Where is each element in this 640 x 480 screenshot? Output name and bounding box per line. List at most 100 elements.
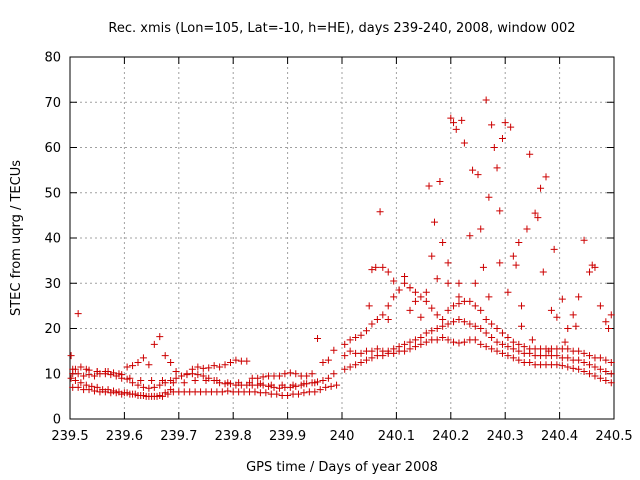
data-point bbox=[504, 352, 512, 360]
data-point bbox=[341, 340, 349, 348]
data-point bbox=[477, 306, 485, 314]
data-point bbox=[123, 389, 131, 397]
axis-ticks: 239.5 239.6 239.7 239.8 239.9 240 240.1 240.2 24… bbox=[44, 51, 632, 445]
data-point bbox=[479, 263, 487, 271]
data-point bbox=[275, 372, 283, 380]
data-point bbox=[191, 377, 199, 385]
data-point bbox=[284, 391, 292, 399]
data-point bbox=[452, 125, 460, 133]
data-point bbox=[150, 383, 158, 391]
data-point bbox=[504, 343, 512, 351]
y-axis-label: STEC from uqrg / TECUs bbox=[9, 160, 24, 316]
data-point bbox=[145, 361, 153, 369]
data-point bbox=[324, 374, 332, 382]
data-point bbox=[205, 364, 213, 372]
data-point bbox=[422, 288, 430, 296]
data-point bbox=[575, 365, 583, 373]
data-point bbox=[183, 371, 191, 379]
data-point bbox=[278, 381, 286, 389]
data-point bbox=[493, 347, 501, 355]
data-point bbox=[550, 245, 558, 253]
data-point bbox=[564, 363, 572, 371]
data-point bbox=[471, 302, 479, 310]
data-point bbox=[379, 311, 387, 319]
data-point bbox=[235, 379, 243, 387]
y-tick-label: 50 bbox=[44, 186, 61, 201]
data-point bbox=[373, 345, 381, 353]
data-point bbox=[273, 390, 281, 398]
data-point bbox=[139, 354, 147, 362]
data-point bbox=[471, 279, 479, 287]
data-point bbox=[167, 386, 175, 394]
data-point bbox=[460, 318, 468, 326]
data-point bbox=[411, 297, 419, 305]
data-point bbox=[134, 381, 142, 389]
data-point bbox=[553, 361, 561, 369]
data-point bbox=[224, 387, 232, 395]
data-point bbox=[496, 259, 504, 267]
data-point bbox=[602, 377, 610, 385]
data-point bbox=[485, 293, 493, 301]
x-tick-label: 240.3 bbox=[487, 429, 524, 444]
data-point bbox=[482, 343, 490, 351]
data-point bbox=[327, 382, 335, 390]
data-point bbox=[498, 134, 506, 142]
data-point bbox=[417, 313, 425, 321]
data-point bbox=[596, 302, 604, 310]
data-point bbox=[390, 345, 398, 353]
data-point bbox=[224, 379, 232, 387]
data-point bbox=[300, 389, 308, 397]
data-point bbox=[433, 311, 441, 319]
data-point bbox=[433, 336, 441, 344]
data-point bbox=[515, 340, 523, 348]
x-tick-label: 240.5 bbox=[595, 429, 632, 444]
data-point bbox=[158, 377, 166, 385]
data-point bbox=[488, 334, 496, 342]
data-point bbox=[314, 334, 322, 342]
data-point bbox=[553, 352, 561, 360]
data-point bbox=[515, 356, 523, 364]
data-point bbox=[575, 347, 583, 355]
data-point bbox=[460, 139, 468, 147]
data-point bbox=[564, 345, 572, 353]
data-point bbox=[436, 177, 444, 185]
data-point bbox=[455, 279, 463, 287]
y-tick-label: 40 bbox=[44, 232, 61, 247]
data-point bbox=[308, 370, 316, 378]
data-point bbox=[586, 370, 594, 378]
data-point bbox=[542, 173, 550, 181]
data-point bbox=[607, 358, 615, 366]
data-point bbox=[384, 315, 392, 323]
data-point bbox=[498, 329, 506, 337]
data-point bbox=[466, 297, 474, 305]
data-point bbox=[115, 370, 123, 378]
data-point bbox=[580, 367, 588, 375]
data-point bbox=[602, 318, 610, 326]
data-point bbox=[455, 315, 463, 323]
data-point bbox=[156, 381, 164, 389]
data-point bbox=[417, 340, 425, 348]
data-point bbox=[547, 306, 555, 314]
data-point bbox=[90, 372, 98, 380]
data-point bbox=[450, 302, 458, 310]
data-point bbox=[256, 380, 264, 388]
data-point bbox=[156, 333, 164, 341]
data-point bbox=[596, 365, 604, 373]
data-point bbox=[71, 365, 79, 373]
x-tick-label: 239.5 bbox=[51, 429, 88, 444]
data-point bbox=[178, 372, 186, 380]
data-point bbox=[384, 302, 392, 310]
data-point bbox=[129, 390, 137, 398]
x-tick-label: 240 bbox=[330, 429, 355, 444]
data-point bbox=[450, 338, 458, 346]
data-point bbox=[390, 293, 398, 301]
data-point bbox=[254, 374, 262, 382]
data-point bbox=[602, 367, 610, 375]
data-point bbox=[518, 302, 526, 310]
data-point bbox=[169, 379, 177, 387]
data-point bbox=[509, 354, 517, 362]
data-point bbox=[365, 302, 373, 310]
data-point bbox=[93, 367, 101, 375]
data-point bbox=[292, 370, 300, 378]
data-point bbox=[376, 208, 384, 216]
